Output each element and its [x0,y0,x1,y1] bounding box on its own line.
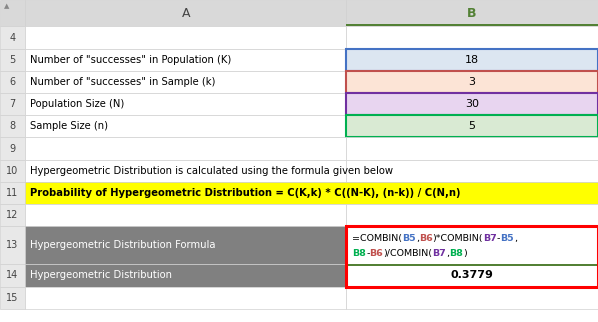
Text: Hypergeometric Distribution: Hypergeometric Distribution [30,270,172,280]
Bar [346,204,598,226]
Bar [346,226,598,287]
Text: B7: B7 [483,234,497,243]
Text: 13: 13 [7,240,19,251]
Bar [25,93,346,115]
Bar [346,137,598,160]
Bar [346,226,598,264]
Bar [346,49,598,71]
Bar [346,71,598,93]
Text: 0.3779: 0.3779 [451,270,493,280]
Bar [346,264,598,287]
Bar [25,0,346,26]
Bar [346,115,598,137]
Bar [25,287,346,309]
Text: -: - [497,234,500,243]
Text: =COMBIN(: =COMBIN( [352,234,402,243]
Text: B8: B8 [352,249,366,258]
Text: Number of "successes" in Population (K): Number of "successes" in Population (K) [30,55,231,65]
Bar [0,49,25,71]
Text: 10: 10 [7,166,19,176]
Text: 14: 14 [7,270,19,280]
Bar [346,160,598,182]
Text: Sample Size (n): Sample Size (n) [30,121,108,131]
Text: 12: 12 [7,210,19,220]
Text: B7: B7 [432,249,446,258]
Bar [346,93,598,115]
Text: -: - [366,249,370,258]
Text: 15: 15 [7,293,19,303]
Text: B5: B5 [402,234,416,243]
Text: ,: , [514,234,517,243]
Bar [25,182,598,204]
Bar [25,264,346,287]
Text: 8: 8 [10,121,16,131]
Text: ,: , [416,234,419,243]
Text: 18: 18 [465,55,479,65]
Text: Hypergeometric Distribution is calculated using the formula given below: Hypergeometric Distribution is calculate… [30,166,393,176]
Bar [346,0,598,26]
Bar [0,26,25,49]
Text: 7: 7 [10,99,16,109]
Text: B: B [468,7,477,20]
Text: B6: B6 [419,234,432,243]
Bar [0,287,25,309]
Text: 6: 6 [10,77,16,87]
Bar [346,264,598,266]
Bar [0,71,25,93]
Bar [25,26,346,49]
Bar [25,71,346,93]
Text: 30: 30 [465,99,479,109]
Text: 5: 5 [10,55,16,65]
Text: Population Size (N): Population Size (N) [30,99,124,109]
Text: A: A [181,7,190,20]
Bar [0,160,25,182]
Bar [346,24,598,26]
Bar [0,93,25,115]
Bar [25,160,346,182]
Text: 9: 9 [10,144,16,154]
Bar [0,226,25,264]
Bar [25,226,346,264]
Text: ▲: ▲ [4,4,9,10]
Text: 5: 5 [469,121,475,131]
Text: Hypergeometric Distribution Formula: Hypergeometric Distribution Formula [30,240,215,251]
Bar [0,0,25,26]
Text: B6: B6 [370,249,383,258]
Bar [346,26,598,49]
Text: ,: , [446,249,449,258]
Text: B5: B5 [500,234,514,243]
Text: Number of "successes" in Sample (k): Number of "successes" in Sample (k) [30,77,215,87]
Bar [0,115,25,137]
Text: B8: B8 [449,249,463,258]
Bar [0,137,25,160]
Text: 3: 3 [469,77,475,87]
Text: ): ) [463,249,466,258]
Bar [0,264,25,287]
Text: 11: 11 [7,188,19,198]
Text: )*COMBIN(: )*COMBIN( [432,234,483,243]
Bar [346,287,598,309]
Bar [0,204,25,226]
Bar [25,115,346,137]
Text: Probability of Hypergeometric Distribution = C(K,k) * C((N-K), (n-k)) / C(N,n): Probability of Hypergeometric Distributi… [30,188,460,198]
Text: )/COMBIN(: )/COMBIN( [383,249,432,258]
Bar [0,182,25,204]
Bar [25,204,346,226]
Text: 4: 4 [10,33,16,43]
Bar [25,49,346,71]
Bar [25,137,346,160]
